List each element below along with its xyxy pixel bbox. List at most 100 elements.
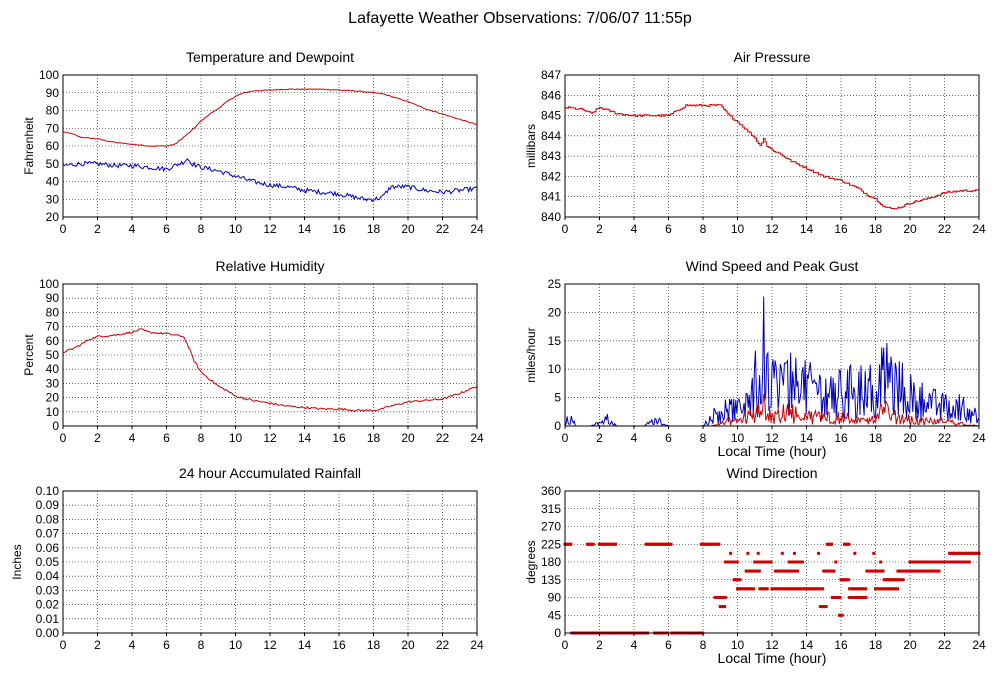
- x-tick-label: 6: [665, 638, 672, 652]
- y-tick-label: 0.10: [36, 484, 60, 498]
- y-tick-label: 841: [541, 190, 561, 204]
- x-tick-label: 20: [401, 431, 415, 445]
- x-tick-label: 18: [367, 222, 381, 236]
- x-tick-label: 0: [60, 638, 67, 652]
- y-tick-label: 100: [39, 277, 59, 291]
- x-tick-label: 12: [765, 431, 779, 445]
- x-tick-label: 4: [129, 638, 136, 652]
- x-tick-label: 24: [972, 431, 986, 445]
- data-point: [895, 587, 899, 591]
- y-axis-label: millibars: [524, 124, 538, 168]
- y-tick-label: 0: [554, 419, 561, 433]
- x-tick-label: 6: [163, 431, 170, 445]
- data-point: [824, 605, 828, 609]
- y-tick-label: 15: [548, 334, 562, 348]
- x-tick-label: 2: [596, 431, 603, 445]
- x-tick-label: 14: [298, 222, 312, 236]
- chart-title: Wind Speed and Peak Gust: [686, 258, 859, 274]
- x-tick-label: 0: [562, 431, 569, 445]
- data-point: [881, 569, 885, 573]
- y-tick-label: 80: [46, 104, 60, 118]
- x-tick-label: 14: [298, 638, 312, 652]
- data-point: [901, 578, 905, 582]
- y-tick-label: 90: [548, 591, 562, 605]
- y-tick-label: 30: [46, 376, 60, 390]
- y-tick-label: 60: [46, 334, 60, 348]
- x-tick-label: 22: [436, 431, 450, 445]
- series-line-red: [62, 88, 477, 147]
- data-point: [898, 578, 902, 582]
- y-tick-label: 135: [541, 573, 561, 587]
- y-tick-label: 847: [541, 68, 561, 82]
- x-tick-label: 18: [869, 222, 883, 236]
- data-point: [821, 587, 825, 591]
- x-tick-label: 14: [298, 431, 312, 445]
- x-tick-label: 4: [129, 431, 136, 445]
- x-tick-label: 2: [596, 222, 603, 236]
- y-tick-label: 25: [548, 277, 562, 291]
- x-tick-label: 22: [938, 431, 952, 445]
- x-tick-label: 16: [332, 638, 346, 652]
- x-tick-label: 8: [700, 638, 707, 652]
- x-tick-label: 4: [631, 222, 638, 236]
- x-tick-label: 22: [938, 222, 952, 236]
- data-point: [723, 605, 727, 609]
- x-tick-label: 12: [765, 222, 779, 236]
- y-tick-label: 0.01: [36, 612, 60, 626]
- data-point: [847, 542, 851, 546]
- x-tick-label: 10: [731, 431, 745, 445]
- x-tick-label: 20: [903, 638, 917, 652]
- data-point: [853, 551, 857, 555]
- y-tick-label: 0.09: [36, 498, 60, 512]
- x-tick-label: 8: [700, 222, 707, 236]
- chart-title: Temperature and Dewpoint: [186, 49, 354, 65]
- x-tick-label: 24: [470, 638, 484, 652]
- data-point: [752, 587, 756, 591]
- x-tick-label: 4: [631, 431, 638, 445]
- y-tick-label: 10: [46, 405, 60, 419]
- x-tick-label: 2: [596, 638, 603, 652]
- y-tick-label: 0.05: [36, 555, 60, 569]
- data-point: [864, 587, 868, 591]
- chart-title: 24 hour Accumulated Rainfall: [179, 465, 361, 481]
- y-tick-label: 100: [39, 68, 59, 82]
- y-axis-label: Fahrenheit: [22, 117, 36, 175]
- y-tick-label: 70: [46, 320, 60, 334]
- x-tick-label: 0: [60, 222, 67, 236]
- x-tick-label: 2: [94, 431, 101, 445]
- chart-title: Relative Humidity: [216, 258, 325, 274]
- x-tick-label: 6: [665, 431, 672, 445]
- x-tick-label: 10: [731, 222, 745, 236]
- data-point: [792, 551, 796, 555]
- series-line-blue: [564, 296, 980, 427]
- x-tick-label: 0: [60, 431, 67, 445]
- y-tick-label: 846: [541, 88, 561, 102]
- y-tick-label: 0.04: [36, 569, 60, 583]
- y-tick-label: 845: [541, 109, 561, 123]
- data-point: [840, 613, 844, 617]
- x-tick-label: 10: [229, 431, 243, 445]
- y-tick-label: 5: [554, 391, 561, 405]
- x-tick-label: 24: [470, 222, 484, 236]
- y-tick-label: 315: [541, 502, 561, 516]
- x-tick-label: 10: [731, 638, 745, 652]
- data-point: [756, 551, 760, 555]
- data-point: [591, 542, 595, 546]
- x-tick-label: 20: [903, 222, 917, 236]
- x-tick-label: 6: [163, 222, 170, 236]
- data-point: [765, 587, 769, 591]
- y-tick-label: 90: [46, 291, 60, 305]
- y-tick-label: 0.03: [36, 583, 60, 597]
- y-axis-label: Percent: [22, 334, 36, 376]
- x-tick-label: 20: [401, 638, 415, 652]
- y-tick-label: 0.00: [36, 626, 60, 640]
- x-tick-label: 4: [129, 222, 136, 236]
- data-point: [569, 542, 573, 546]
- data-point: [879, 560, 883, 564]
